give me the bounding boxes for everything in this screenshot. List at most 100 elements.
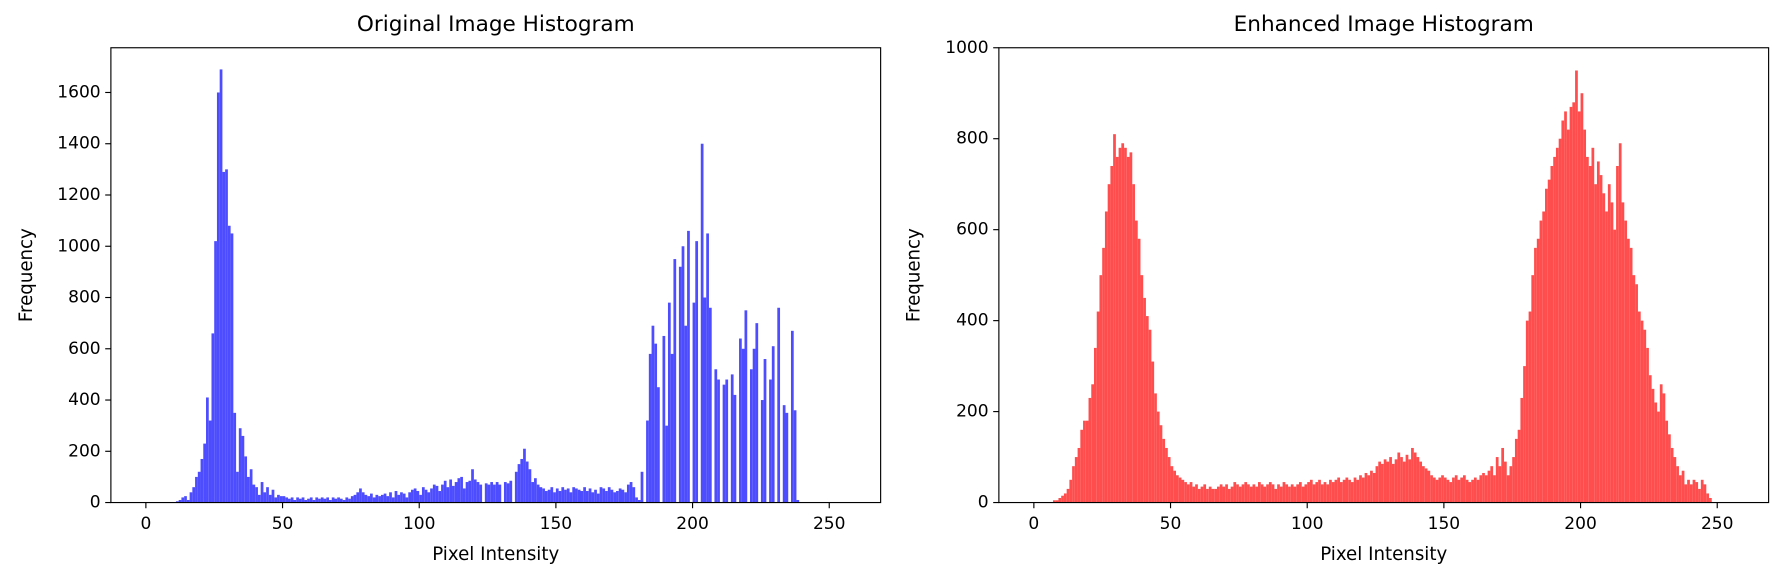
bar [1512,457,1515,503]
y-tick-label: 1600 [57,82,100,102]
bar [252,484,256,503]
bar [547,489,551,503]
bar [320,497,324,503]
bar [364,494,368,503]
bar [304,499,308,503]
bar [1340,482,1343,503]
bar [561,487,565,503]
bar [744,310,748,503]
bar [1542,211,1546,503]
bar [334,498,338,503]
bar [227,225,231,503]
bar [550,487,554,503]
bar [293,499,297,503]
bar [1178,477,1182,503]
bar [416,491,420,503]
bar [673,259,677,503]
bar [1509,466,1513,503]
bar [1465,479,1469,503]
bar [1389,457,1392,503]
bar [1681,470,1685,503]
bar [1616,166,1619,503]
x-tick-label: 100 [1291,514,1324,534]
bar [1309,479,1313,503]
bar [1356,479,1360,503]
bar [1400,457,1403,503]
bar [1219,484,1223,503]
bar [1493,475,1496,503]
bar [1214,488,1218,503]
bar [411,489,414,503]
chart-title: Enhanced Image Histogram [1234,12,1534,37]
bar [1236,484,1239,503]
bar [1504,461,1507,503]
bar [1391,463,1395,503]
bar [539,487,543,503]
bar [1558,138,1562,503]
bar [1074,457,1078,503]
bar [279,496,283,503]
bar [670,353,674,503]
bar [1247,484,1250,503]
bar [1673,457,1677,503]
bar [233,412,237,503]
bar [624,492,627,503]
bar [725,379,729,503]
bar [1668,434,1671,503]
bar [1670,447,1674,503]
bar [435,485,439,503]
bar [1115,156,1119,503]
bar [457,478,461,503]
bar [531,482,535,503]
axes-frame [998,47,1770,504]
bar [238,428,242,503]
bar [419,494,422,503]
y-tick-label: 200 [68,441,101,461]
bar [1118,147,1122,503]
x-axis-label: Pixel Intensity [1320,544,1447,565]
bar [271,489,275,503]
bar [678,266,682,503]
bar [1323,482,1327,503]
bar [733,394,737,503]
bar [268,494,272,503]
bar [523,448,526,503]
bar [339,498,343,503]
y-tick-label: 600 [956,220,989,240]
bar [588,488,592,503]
bar [301,497,305,503]
bar [684,325,688,503]
bar [298,498,302,503]
bar [1184,482,1187,503]
bar [635,497,638,503]
bar [605,491,608,503]
bar [1452,477,1455,503]
bar [427,492,431,503]
bar [263,492,267,503]
bar [566,488,570,503]
bar [1698,488,1701,503]
bar [1457,479,1461,503]
bar [1080,429,1084,503]
bar [1487,470,1491,503]
bar [1665,420,1669,503]
bar [1364,472,1368,503]
bar [200,458,204,503]
bar [1293,486,1297,503]
bar [219,69,223,503]
bar [178,499,182,503]
bar [1055,500,1059,503]
bar [372,497,376,503]
bar [1342,479,1346,503]
bar [1260,484,1264,503]
bar [1523,366,1526,503]
bar [1495,457,1499,503]
bar [1506,475,1510,503]
bar [1208,486,1212,503]
bar [528,469,532,503]
x-tick-label: 0 [140,514,151,534]
bar [1706,493,1710,503]
bar [610,489,614,503]
bar [359,488,362,503]
bar [353,494,357,503]
